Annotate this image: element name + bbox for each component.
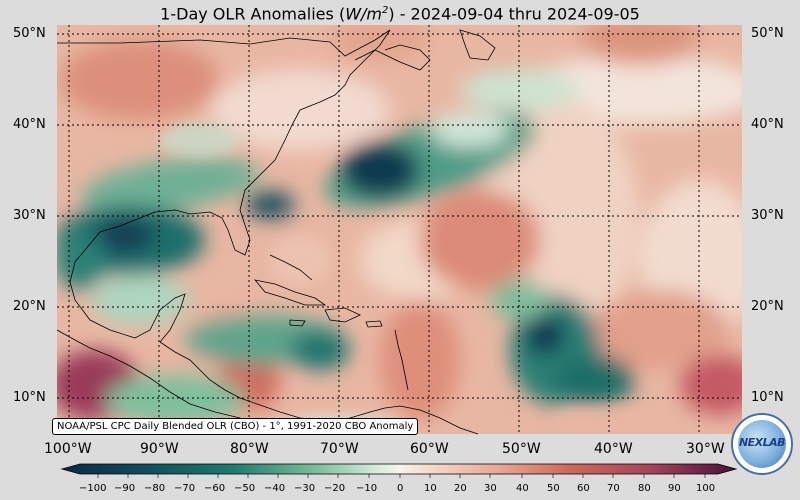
map-title: 1-Day OLR Anomalies (W/m2) - 2024-09-04 … <box>0 0 800 24</box>
colorbar-tick-label: −50 <box>234 483 256 494</box>
lat-label-left: 20°N <box>13 299 46 314</box>
lat-label-right: 40°N <box>751 117 784 132</box>
lat-label-left: 50°N <box>13 26 46 41</box>
lon-label: 50°W <box>502 441 541 457</box>
lon-label: 40°W <box>594 441 633 457</box>
globe-icon <box>738 420 786 468</box>
cuba <box>253 279 327 306</box>
lon-label: 90°W <box>140 441 179 457</box>
colorbar-tick-label: 100 <box>696 483 716 494</box>
olr-anomaly-field <box>57 25 742 434</box>
lon-label: 80°W <box>230 441 269 457</box>
title-prefix: 1-Day OLR Anomalies ( <box>160 4 346 24</box>
anomaly-shading <box>57 25 742 425</box>
colorbar-tick-label: −100 <box>79 483 107 494</box>
us-east-coast <box>57 29 391 283</box>
jamaica <box>289 319 306 327</box>
colorbar-tick-label: −30 <box>294 483 316 494</box>
lesser-antilles <box>394 329 409 391</box>
nexlab-logo: NEXLAB <box>731 413 793 475</box>
lat-label-left: 40°N <box>13 117 46 132</box>
lat-label-left: 30°N <box>13 208 46 223</box>
puerto-rico <box>365 320 383 328</box>
lon-label: 70°W <box>320 441 359 457</box>
lon-label: 100°W <box>44 441 92 457</box>
graticule <box>57 25 742 434</box>
colorbar-tick-label: −90 <box>114 483 136 494</box>
bahamas <box>269 254 313 281</box>
colorbar-tick-label: 80 <box>638 483 651 494</box>
colorbar-tick-label: −70 <box>174 483 196 494</box>
colorbar-tick-label: 40 <box>516 483 529 494</box>
colorbar-tick-label: −10 <box>356 483 378 494</box>
lat-label-right: 30°N <box>751 208 784 223</box>
lon-label: 30°W <box>686 441 725 457</box>
colorbar-tick-label: −80 <box>144 483 166 494</box>
lat-label-right: 20°N <box>751 299 784 314</box>
title-units: W/m <box>345 4 382 24</box>
colorbar-tick-label: −20 <box>324 483 346 494</box>
colorbar-tick-label: 30 <box>484 483 497 494</box>
data-source-credit: NOAA/PSL CPC Daily Blended OLR (CBO) - 1… <box>52 418 419 435</box>
colorbar-tick-label: 70 <box>607 483 620 494</box>
colorbar-tick-label: 20 <box>454 483 467 494</box>
gulf-mexico-coast <box>69 281 336 423</box>
colorbar-tick-label: 0 <box>397 483 404 494</box>
colorbar-tick-label: −60 <box>204 483 226 494</box>
newfoundland <box>459 29 496 61</box>
maritime-canada <box>354 44 431 71</box>
colorbar-tick-label: −40 <box>264 483 286 494</box>
lat-label-right: 10°N <box>751 390 784 405</box>
coastlines <box>56 29 496 435</box>
title-suffix: ) - 2024-09-04 thru 2024-09-05 <box>388 4 640 24</box>
title-units-exponent: 2 <box>381 5 389 16</box>
colorbar-tick-label: 10 <box>424 483 437 494</box>
colorbar-tick-label: 50 <box>547 483 560 494</box>
colorbar <box>60 463 738 478</box>
south-america-coast <box>329 405 479 435</box>
colorbar-tick-label: 90 <box>668 483 681 494</box>
colorbar-tick-label: 60 <box>577 483 590 494</box>
lon-label: 60°W <box>410 441 449 457</box>
logo-text: NEXLAB <box>738 436 786 449</box>
hispaniola <box>324 307 361 323</box>
lat-label-left: 10°N <box>13 390 46 405</box>
lat-label-right: 50°N <box>751 26 784 41</box>
